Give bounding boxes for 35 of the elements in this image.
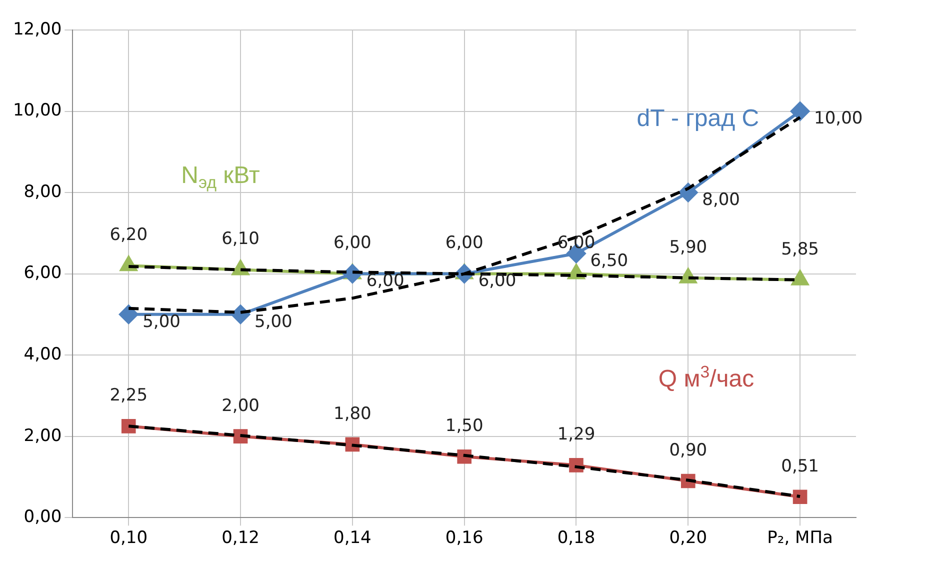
data-label: 6,00 (478, 271, 516, 292)
x-tick-label: P₂, МПа (767, 528, 833, 548)
x-tick-label: 0,16 (445, 528, 484, 548)
data-label: 1,50 (445, 416, 484, 436)
y-tick-label: 8,00 (24, 182, 62, 202)
data-label: 8,00 (702, 190, 740, 210)
y-tick-label: 12,00 (12, 19, 62, 40)
data-label: 2,25 (110, 386, 148, 406)
data-label: 6,10 (222, 229, 260, 250)
data-label: 1,29 (557, 424, 596, 445)
data-label: 6,00 (334, 233, 372, 254)
series-label: dT - град С (636, 105, 760, 132)
y-tick-label: 10,00 (12, 100, 62, 121)
data-label: 5,00 (254, 312, 292, 332)
y-tick-label: 6,00 (24, 263, 62, 284)
y-tick-label: 0,00 (24, 507, 62, 528)
data-label: 10,00 (814, 108, 863, 129)
x-tick-label: 0,14 (334, 528, 372, 548)
x-tick-label: 0,12 (222, 528, 260, 548)
y-tick-label: 2,00 (24, 426, 62, 446)
data-label: 5,85 (781, 239, 819, 260)
data-label: 6,50 (590, 250, 628, 271)
x-tick-label: 0,10 (110, 528, 148, 548)
data-label: 5,00 (142, 312, 180, 332)
data-label: 0,90 (669, 440, 708, 460)
x-tick-label: 0,18 (557, 528, 596, 548)
data-label: 6,00 (366, 271, 404, 292)
data-label: 5,90 (669, 237, 708, 258)
data-label: 6,20 (110, 225, 148, 246)
x-tick-label: 0,20 (669, 528, 708, 548)
data-label: 6,00 (445, 233, 484, 254)
y-tick-label: 4,00 (24, 344, 62, 364)
data-label: 2,00 (222, 396, 260, 416)
data-label: 1,80 (334, 404, 372, 424)
data-label: 0,51 (781, 456, 819, 476)
